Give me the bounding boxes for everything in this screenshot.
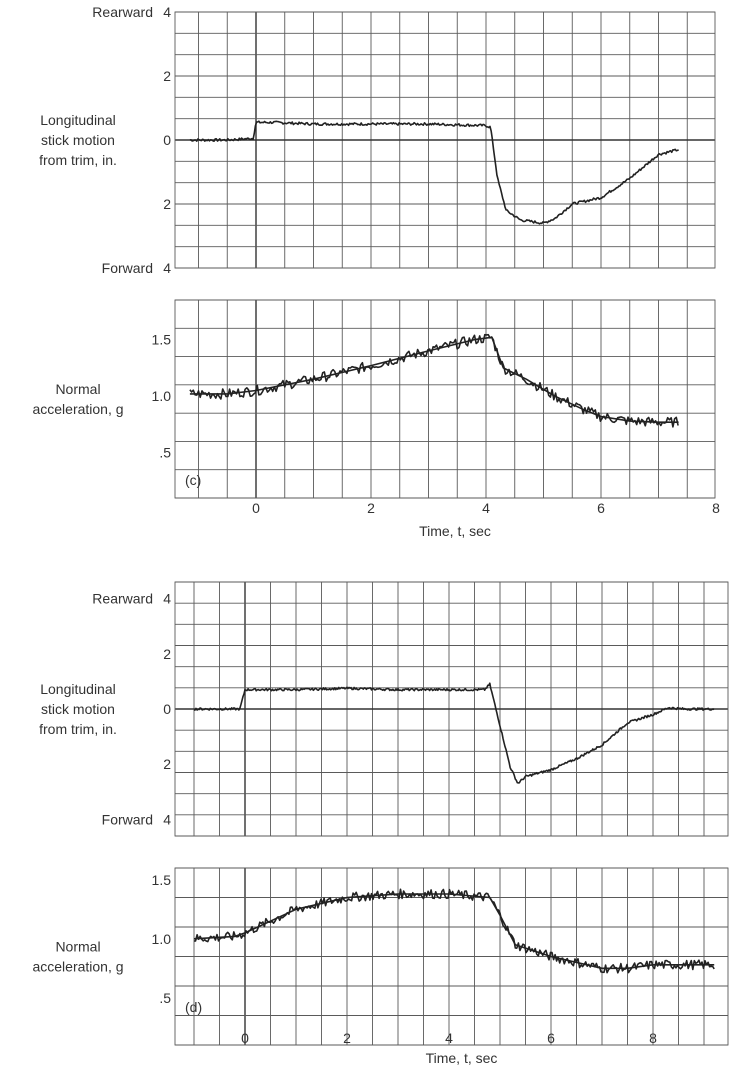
- x-tick-label: 0: [252, 500, 260, 516]
- stick-motion-trace: [193, 682, 715, 784]
- panel-tag: (d): [185, 999, 202, 1015]
- y-tick-label: 2: [163, 756, 171, 772]
- y-tick-label: 4: [163, 591, 171, 607]
- x-axis-label: Time, t, sec: [419, 523, 491, 539]
- x-tick-label: 8: [649, 1030, 657, 1046]
- y-axis-label: Longitudinal: [40, 681, 116, 697]
- plot-frame: [174, 581, 729, 837]
- forward-label: Forward: [102, 260, 153, 276]
- y-tick-label: 2: [163, 196, 171, 212]
- y-tick-label: 1.5: [152, 872, 172, 888]
- normal-acceleration-plot: 1.5 1.0 .5 Normal acceleration, g 0 2 4 6 8 Time, …: [32, 867, 729, 1066]
- y-tick-label: 4: [163, 4, 171, 20]
- y-axis-label: Longitudinal: [40, 112, 116, 128]
- acceleration-trace: [189, 333, 679, 428]
- y-axis-label: acceleration, g: [32, 401, 123, 417]
- acceleration-faired-line: [189, 336, 679, 423]
- y-tick-label: .5: [159, 990, 171, 1006]
- y-tick-label: .5: [159, 445, 171, 461]
- y-tick-label: 0: [163, 701, 171, 717]
- acceleration-faired-line: [193, 893, 715, 970]
- forward-label: Forward: [102, 811, 153, 827]
- acceleration-trace: [194, 888, 715, 974]
- y-axis-label: stick motion: [41, 132, 115, 148]
- plot-frame: [174, 299, 716, 499]
- panel-d: 4 2 0 2 4 Rearward Forward Longitudinal stick mo…: [32, 581, 729, 1066]
- y-tick-label: 4: [163, 811, 171, 827]
- stick-motion-plot: 4 2 0 2 4 Rearward Forward Longitudinal stick mo…: [39, 4, 716, 276]
- x-tick-label: 4: [445, 1030, 453, 1046]
- x-tick-label: 8: [712, 500, 720, 516]
- y-tick-label: 2: [163, 68, 171, 84]
- y-tick-label: 0: [163, 132, 171, 148]
- x-tick-label: 6: [597, 500, 605, 516]
- y-tick-label: 1.0: [152, 931, 172, 947]
- y-axis-label: Normal: [55, 939, 100, 955]
- x-tick-label: 2: [367, 500, 375, 516]
- rearward-label: Rearward: [92, 591, 153, 607]
- y-tick-label: 2: [163, 646, 171, 662]
- y-tick-label: 1.5: [152, 332, 172, 348]
- plot-frame: [174, 867, 729, 1046]
- x-tick-label: 2: [343, 1030, 351, 1046]
- y-axis-label: Normal: [55, 381, 100, 397]
- stick-motion-plot: 4 2 0 2 4 Rearward Forward Longitudinal stick mo…: [39, 581, 729, 837]
- rearward-label: Rearward: [92, 4, 153, 20]
- stick-motion-trace: [189, 120, 679, 225]
- y-axis-label: stick motion: [41, 701, 115, 717]
- y-axis-label: acceleration, g: [32, 959, 123, 975]
- x-axis-label: Time, t, sec: [426, 1050, 498, 1066]
- panel-c: 4 2 0 2 4 Rearward Forward Longitudinal stick mo…: [32, 4, 720, 539]
- normal-acceleration-plot: 1.5 1.0 .5 Normal acceleration, g 0 2 4 6 8 Time, …: [32, 299, 720, 539]
- y-axis-label: from trim, in.: [39, 721, 117, 737]
- x-tick-label: 6: [547, 1030, 555, 1046]
- x-tick-label: 0: [241, 1030, 249, 1046]
- y-tick-label: 1.0: [152, 388, 172, 404]
- plot-frame: [174, 11, 716, 269]
- y-axis-label: from trim, in.: [39, 152, 117, 168]
- y-tick-label: 4: [163, 260, 171, 276]
- panel-tag: (c): [185, 472, 201, 488]
- x-tick-label: 4: [482, 500, 490, 516]
